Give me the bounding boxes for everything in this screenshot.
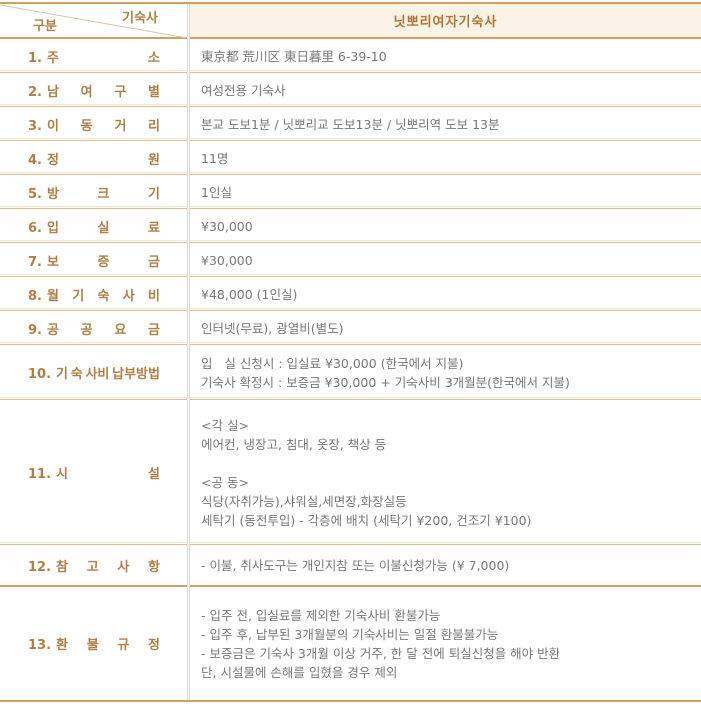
row-label: 2. 남 여 구 별 [0, 81, 187, 100]
table-row: 10. 기 숙 사비 납부방법 입 실 신청시 : 입실료 ¥30,000 (한국에서 지… [0, 345, 701, 400]
row-value-line: ¥30,000 [201, 218, 253, 234]
row-label: 12. 참 고 사 항 [0, 556, 187, 575]
row-value-line: 1인실 [201, 184, 232, 200]
row-number: 6. [28, 220, 42, 236]
row-label: 3. 이 동 거 리 [0, 115, 187, 134]
corner-label-category: 구분 [33, 19, 57, 34]
row-value-line: - 보증금은 기숙사 3개월 이상 거주, 한 달 전에 퇴실신청을 해야 반환 [201, 645, 561, 661]
row-value-line: 東京都 荒川区 東日暮里 6-39-10 [201, 48, 387, 64]
row-value: ¥30,000 [187, 244, 701, 277]
row-value-line: 본교 도보1분 / 닛뽀리교 도보13분 / 닛뽀리역 도보 13분 [201, 116, 500, 132]
row-number: 4. [28, 152, 42, 168]
row-label: 8. 월 기 숙 사 비 [0, 285, 187, 304]
row-value-line: 여성전용 기숙사 [201, 82, 286, 98]
row-number: 11. [28, 467, 52, 482]
table-row: 2. 남 여 구 별 여성전용 기숙사 [0, 73, 701, 107]
row-label: 10. 기 숙 사비 납부방법 [0, 363, 187, 382]
row-label: 9. 공 공 요 금 [0, 319, 187, 338]
row-number: 12. [28, 559, 52, 575]
row-value-line [201, 454, 691, 473]
row-value: 인터넷(무료), 광열비(별도) [187, 312, 701, 345]
row-label: 11. 시 설 [0, 463, 187, 482]
header-corner-cell: 기숙사 구분 [0, 4, 190, 39]
row-value: 東京都 荒川区 東日暮里 6-39-10 [187, 40, 701, 73]
table-row: 1. 주 소 東京都 荒川区 東日暮里 6-39-10 [0, 39, 701, 73]
row-label: 5. 방 크 기 [0, 183, 187, 202]
row-value-line: <공 동> [201, 474, 249, 490]
row-value-line: 11명 [201, 150, 229, 166]
row-label-text: 기 숙 사비 납부방법 [56, 367, 160, 382]
row-number: 8. [28, 288, 42, 304]
row-number: 13. [28, 638, 52, 653]
row-label: 4. 정 원 [0, 149, 187, 168]
column-divider [187, 4, 190, 700]
row-value: 입 실 신청시 : 입실료 ¥30,000 (한국에서 지불) 기숙사 확정시 :… [187, 347, 701, 399]
row-value: 여성전용 기숙사 [187, 74, 701, 107]
table-row: 4. 정 원 11명 [0, 141, 701, 175]
row-value-line: 에어컨, 냉장고, 침대, 옷장, 책상 등 [201, 436, 387, 452]
row-number: 10. [28, 367, 52, 382]
row-number: 7. [28, 254, 42, 270]
row-value-line: - 이불, 취사도구는 개인지참 또는 이불신청가능 (¥ 7,000) [201, 557, 510, 573]
row-label: 7. 보 증 금 [0, 251, 187, 270]
table-body: 1. 주 소 東京都 荒川区 東日暮里 6-39-10 2. 남 여 구 별 여성전용 기숙사 3.… [0, 39, 701, 700]
row-label: 13. 환 불 규 정 [0, 634, 187, 653]
table-row: 5. 방 크 기 1인실 [0, 175, 701, 209]
table-row: 9. 공 공 요 금 인터넷(무료), 광열비(별도) [0, 311, 701, 345]
row-value: <각 실> 에어컨, 냉장고, 침대, 옷장, 책상 등 <공 동> 식당(자취가능… [187, 409, 701, 537]
row-number: 2. [28, 84, 42, 100]
table-row: 6. 입 실 료 ¥30,000 [0, 209, 701, 243]
row-value: ¥30,000 [187, 210, 701, 243]
diagonal-divider-line [0, 4, 187, 39]
row-value-line: 기숙사 확정시 : 보증금 ¥30,000 + 기숙사비 3개월분(한국에서 지… [201, 374, 570, 390]
table-row: 7. 보 증 금 ¥30,000 [0, 243, 701, 277]
row-value-line: ¥48,000 (1인실) [201, 286, 298, 302]
table-row: 3. 이 동 거 리 본교 도보1분 / 닛뽀리교 도보13분 / 닛뽀리역 도보 13분 [0, 107, 701, 141]
table-row: 13. 환 불 규 정 - 입주 전, 입실료를 제외한 기숙사비 환불가능 - 입주 후,… [0, 587, 701, 700]
row-value-line: 입 실 신청시 : 입실료 ¥30,000 (한국에서 지불) [201, 355, 464, 371]
row-value-line: 세탁기 (동전투입) - 각층에 배치 (세탁기 ¥200, 건조기 ¥100) [201, 512, 532, 528]
row-number: 3. [28, 118, 42, 134]
row-label: 6. 입 실 료 [0, 217, 187, 236]
row-value: 본교 도보1분 / 닛뽀리교 도보13분 / 닛뽀리역 도보 13분 [187, 108, 701, 141]
row-value: 11명 [187, 142, 701, 175]
row-value-line: ¥30,000 [201, 252, 253, 268]
row-value: - 입주 전, 입실료를 제외한 기숙사비 환불가능 - 입주 후, 납부된 3개… [187, 599, 701, 689]
table-row: 12. 참 고 사 항 - 이불, 취사도구는 개인지참 또는 이불신청가능 (¥ 7,0… [0, 545, 701, 587]
row-value-line: - 입주 전, 입실료를 제외한 기숙사비 환불가능 [201, 607, 441, 623]
row-value-line: 단, 시설물에 손해를 입혔을 경우 제외 [201, 664, 398, 680]
corner-label-dormitory: 기숙사 [122, 11, 158, 26]
row-value-line: <각 실> [201, 417, 249, 433]
table-header-row: 기숙사 구분 닛뽀리여자기숙사 [0, 4, 701, 39]
dormitory-name-header: 닛뽀리여자기숙사 [190, 4, 701, 37]
row-number: 9. [28, 322, 42, 338]
row-number: 1. [28, 50, 42, 66]
row-number: 5. [28, 186, 42, 202]
row-value-line: 식당(자취가능),샤워실,세면장,화장실등 [201, 493, 407, 509]
row-value: 1인실 [187, 176, 701, 209]
row-value-line: - 입주 후, 납부된 3개월분의 기숙사비는 일절 환불불가능 [201, 626, 499, 642]
row-value: - 이불, 취사도구는 개인지참 또는 이불신청가능 (¥ 7,000) [187, 549, 701, 582]
table-row: 11. 시 설 <각 실> 에어컨, 냉장고, 침대, 옷장, 책상 등 <공 동> 식당… [0, 400, 701, 545]
row-value-line: 인터넷(무료), 광열비(별도) [201, 320, 344, 336]
row-label: 1. 주 소 [0, 47, 187, 66]
row-value: ¥48,000 (1인실) [187, 278, 701, 311]
table-row: 8. 월 기 숙 사 비 ¥48,000 (1인실) [0, 277, 701, 311]
